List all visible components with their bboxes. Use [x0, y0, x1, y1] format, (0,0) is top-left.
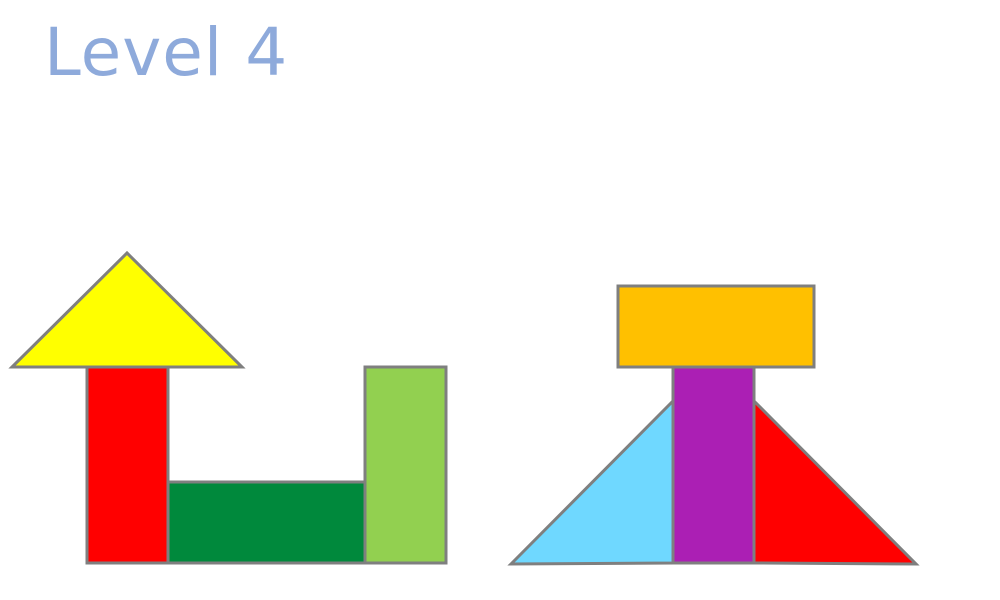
red-rectangle-piece[interactable] [85, 365, 170, 565]
structure-house-and-u [8, 250, 448, 565]
light-blue-triangle-piece[interactable] [507, 397, 675, 566]
dark-green-rectangle-piece[interactable] [166, 480, 367, 565]
yellow-triangle-piece[interactable] [8, 250, 246, 369]
red-triangle-piece[interactable] [752, 397, 920, 566]
orange-rectangle-piece[interactable] [616, 284, 816, 369]
structure-tower-on-triangles [507, 284, 920, 566]
purple-rectangle-piece[interactable] [671, 365, 756, 565]
level-title: Level 4 [44, 14, 289, 91]
light-green-rectangle-piece[interactable] [363, 365, 448, 565]
